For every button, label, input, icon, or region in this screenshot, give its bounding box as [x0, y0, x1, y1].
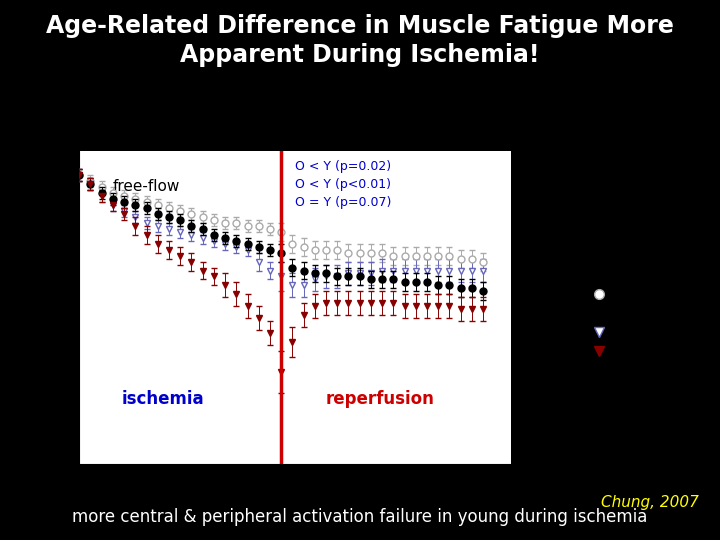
X-axis label: Time (s): Time (s)	[264, 494, 326, 509]
Text: O < Y (p=0.02): O < Y (p=0.02)	[294, 160, 391, 173]
Text: free-flow: free-flow	[113, 179, 180, 194]
Text: reperfusion: reperfusion	[325, 390, 434, 408]
Text: Chung, 2007: Chung, 2007	[600, 495, 698, 510]
Text: O = Y (p=0.07): O = Y (p=0.07)	[294, 196, 391, 209]
Text: ischemia: ischemia	[122, 390, 204, 408]
Text: Age-Related Difference in Muscle Fatigue More
Apparent During Ischemia!: Age-Related Difference in Muscle Fatigue…	[46, 14, 674, 67]
Text: more central & peripheral activation failure in young during ischemia: more central & peripheral activation fai…	[72, 509, 648, 526]
Legend: Old FF, Young FF, Old IR, Young IR: Old FF, Young FF, Old IR, Young IR	[591, 283, 669, 364]
Text: O < Y (p<0.01): O < Y (p<0.01)	[294, 178, 391, 191]
